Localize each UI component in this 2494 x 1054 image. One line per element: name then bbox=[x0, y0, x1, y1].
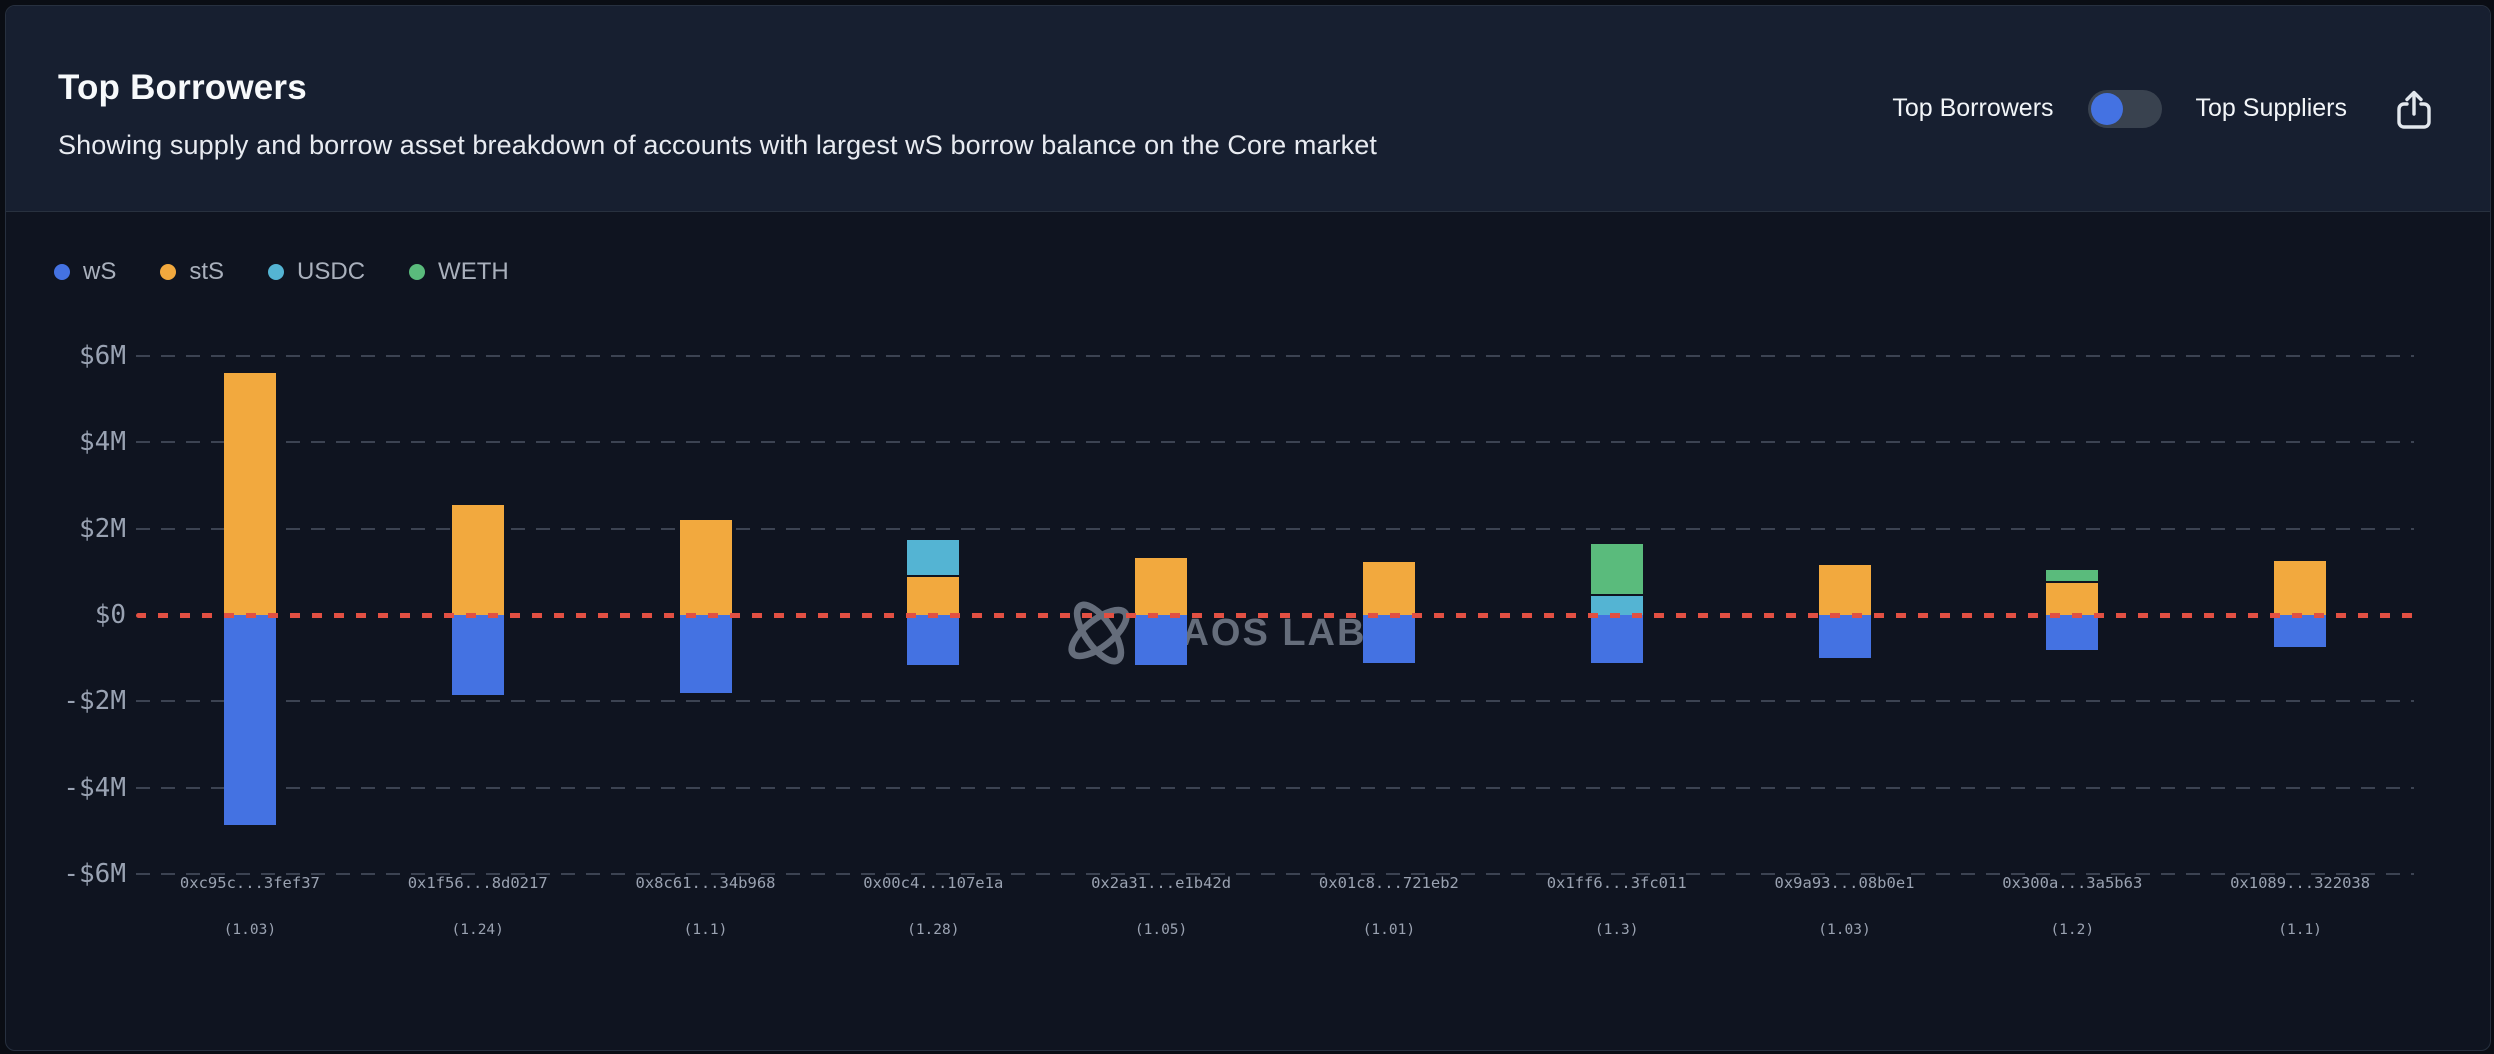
x-label-address: 0x8c61...34b968 bbox=[635, 874, 776, 892]
header-controls: Top Borrowers Top Suppliers bbox=[1892, 6, 2433, 211]
x-label-address: 0x00c4...107e1a bbox=[863, 874, 1004, 892]
toggle-label-top-borrowers[interactable]: Top Borrowers bbox=[1892, 94, 2054, 122]
gridline-$6M bbox=[136, 354, 2414, 357]
bar-segment-wS[interactable] bbox=[1362, 615, 1415, 664]
bar-segment-wS[interactable] bbox=[2274, 615, 2327, 648]
x-label-health-factor: (1.03) bbox=[1818, 922, 1871, 938]
legend-dot-stS bbox=[160, 264, 177, 280]
chaos-labs-orbit-icon bbox=[1068, 601, 1130, 665]
legend-label: WETH bbox=[438, 258, 509, 285]
bar-segment-stS[interactable] bbox=[2046, 582, 2099, 615]
bar-segment-stS[interactable] bbox=[2274, 561, 2327, 615]
share-export-icon bbox=[2397, 90, 2431, 129]
legend-label: USDC bbox=[297, 258, 366, 285]
borrowers-suppliers-toggle[interactable] bbox=[2087, 89, 2162, 128]
x-label-address: 0x9a93...08b0e1 bbox=[1774, 874, 1915, 892]
bar-segment-stS[interactable] bbox=[1362, 562, 1415, 615]
gridline-$4M bbox=[136, 441, 2414, 444]
x-label-address: 0x01c8...721eb2 bbox=[1318, 874, 1459, 892]
y-tick--$4M: -$4M bbox=[63, 772, 126, 803]
x-label-health-factor: (1.24) bbox=[451, 922, 504, 938]
x-label-address: 0x2a31...e1b42d bbox=[1091, 874, 1232, 892]
bar-segment-wS[interactable] bbox=[223, 615, 276, 825]
legend-label: stS bbox=[189, 258, 225, 285]
y-tick-$2M: $2M bbox=[79, 513, 126, 544]
gridline-$2M bbox=[136, 527, 2414, 530]
legend-item-USDC[interactable]: USDC bbox=[268, 258, 365, 286]
legend-item-stS[interactable]: stS bbox=[160, 258, 224, 286]
x-label-health-factor: (1.2) bbox=[2050, 922, 2095, 938]
gridline--$2M bbox=[136, 700, 2414, 703]
page-title: Top Borrowers bbox=[58, 68, 307, 107]
chart-legend: wS stS USDC WETH bbox=[54, 258, 509, 286]
chaos-labs-watermark: HAOS LABS bbox=[1058, 592, 1394, 674]
bar-segment-stS[interactable] bbox=[679, 519, 732, 615]
x-label-health-factor: (1.01) bbox=[1362, 922, 1416, 938]
gridline--$4M bbox=[136, 786, 2414, 789]
bar-segment-wS[interactable] bbox=[1818, 615, 1871, 659]
y-tick--$2M: -$2M bbox=[63, 686, 126, 717]
bar-segment-wS[interactable] bbox=[907, 615, 960, 665]
bar-segment-stS[interactable] bbox=[451, 504, 504, 615]
toggle-knob bbox=[2090, 92, 2123, 125]
y-tick-$0: $0 bbox=[94, 600, 126, 630]
y-tick--$6M: -$6M bbox=[63, 859, 126, 890]
bar-segment-WETH[interactable] bbox=[1590, 543, 1643, 596]
x-label-address: 0x1ff6...3fc011 bbox=[1546, 874, 1687, 892]
bar-segment-wS[interactable] bbox=[1135, 615, 1188, 665]
bar-segment-stS[interactable] bbox=[1818, 565, 1871, 615]
share-button[interactable] bbox=[2395, 88, 2433, 130]
panel-header: Top Borrowers Showing supply and borrow … bbox=[6, 6, 2490, 212]
bar-segment-wS[interactable] bbox=[679, 615, 732, 693]
toggle-label-top-suppliers[interactable]: Top Suppliers bbox=[2195, 94, 2347, 122]
x-label-health-factor: (1.3) bbox=[1594, 922, 1639, 938]
watermark-text: HAOS LABS bbox=[1152, 612, 1394, 654]
y-tick-$6M: $6M bbox=[79, 340, 126, 371]
legend-item-WETH[interactable]: WETH bbox=[409, 258, 509, 286]
gridline--$6M bbox=[136, 873, 2414, 876]
x-label-address: 0x300a...3a5b63 bbox=[2002, 874, 2143, 892]
y-tick-$4M: $4M bbox=[79, 427, 126, 458]
bar-segment-USDC[interactable] bbox=[907, 539, 960, 577]
bar-segment-stS[interactable] bbox=[1135, 557, 1188, 615]
bar-segment-stS[interactable] bbox=[223, 373, 276, 615]
legend-item-wS[interactable]: wS bbox=[54, 258, 116, 286]
x-label-address: 0x1f56...8d0217 bbox=[407, 874, 548, 892]
bar-segment-wS[interactable] bbox=[2046, 615, 2099, 650]
bar-segment-stS[interactable] bbox=[907, 576, 960, 615]
legend-dot-wS bbox=[54, 264, 70, 280]
x-label-health-factor: (1.03) bbox=[223, 922, 277, 938]
legend-label: wS bbox=[83, 258, 117, 285]
legend-dot-USDC bbox=[268, 264, 285, 280]
x-label-health-factor: (1.28) bbox=[907, 922, 960, 938]
bar-segment-wS[interactable] bbox=[1590, 615, 1643, 663]
x-label-health-factor: (1.05) bbox=[1134, 922, 1188, 938]
x-label-address: 0xc95c...3fef37 bbox=[179, 874, 320, 892]
x-label-health-factor: (1.1) bbox=[2278, 922, 2322, 938]
x-label-address: 0x1089...322038 bbox=[2230, 874, 2371, 892]
legend-dot-WETH bbox=[409, 264, 426, 280]
bar-segment-WETH[interactable] bbox=[2046, 569, 2099, 583]
bar-segment-wS[interactable] bbox=[451, 615, 504, 695]
zero-reference-line bbox=[136, 613, 2414, 618]
bar-segment-USDC[interactable] bbox=[1590, 595, 1643, 615]
x-label-health-factor: (1.1) bbox=[683, 922, 728, 938]
page-subtitle: Showing supply and borrow asset breakdow… bbox=[58, 130, 1377, 160]
